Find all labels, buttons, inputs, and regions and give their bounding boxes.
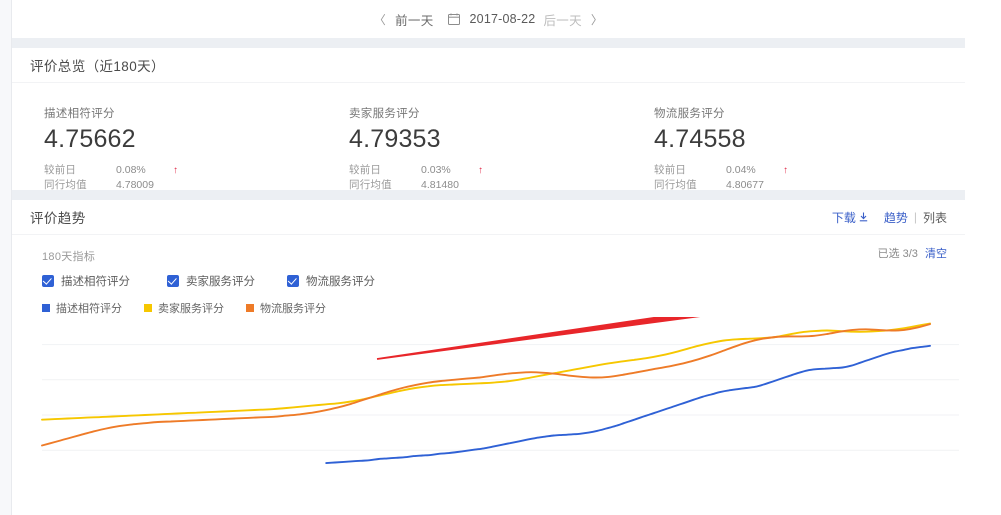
checkbox-label: 物流服务评分 [306, 276, 375, 288]
view-trend-tab[interactable]: 趋势 [883, 210, 908, 225]
indicator-checkbox-row: 描述相符评分 卖家服务评分 物流服务评分 [42, 273, 965, 289]
metric-value: 4.79353 [349, 125, 441, 153]
metric-prev-day-row: 较前日 0.04% ↑ [654, 163, 927, 178]
prev-day-arrow-icon[interactable]: 〈 [373, 12, 387, 27]
metric-label: 物流服务评分 [654, 108, 725, 120]
metric-prev-day-key: 较前日 [654, 163, 687, 176]
trend-card-header: 评价趋势 下载 趋势 | 列表 [12, 200, 965, 235]
series-line [41, 323, 931, 447]
checkbox-checked-icon[interactable] [42, 275, 54, 287]
chart-gridlines [42, 344, 959, 451]
view-list-tab[interactable]: 列表 [922, 210, 947, 225]
checkbox-label: 卖家服务评分 [186, 276, 255, 288]
legend-swatch-yellow [144, 304, 152, 312]
overview-title: 评价总览（近180天） [30, 59, 165, 74]
checkbox-seller-service[interactable]: 卖家服务评分 [167, 273, 287, 289]
view-separator: | [913, 210, 917, 224]
metric-value: 4.74558 [654, 125, 746, 153]
evaluation-trend-card: 评价趋势 下载 趋势 | 列表 [12, 200, 965, 515]
metric-peer-avg-value: 4.80677 [726, 178, 764, 191]
checkbox-checked-icon[interactable] [167, 275, 179, 287]
download-icon [859, 212, 868, 222]
evaluation-overview-card: 评价总览（近180天） 描述相符评分 4.75662 较前日 0.08% ↑ 同… [12, 48, 965, 193]
arrow-shaft [376, 317, 701, 360]
metric-peer-avg-key: 同行均值 [349, 178, 392, 191]
metric-value: 4.75662 [44, 125, 136, 153]
metric-card-description-match: 描述相符评分 4.75662 较前日 0.08% ↑ 同行均值 4.78009 [12, 105, 317, 193]
metric-card-logistics-service: 物流服务评分 4.74558 较前日 0.04% ↑ 同行均值 4.80677 [622, 105, 927, 193]
selected-count: 已选 3/3 [877, 248, 918, 260]
metric-label: 描述相符评分 [44, 108, 115, 120]
trend-up-arrow-icon: ↑ [783, 164, 788, 176]
checkbox-description-match[interactable]: 描述相符评分 [42, 273, 167, 289]
overview-card-header: 评价总览（近180天） [12, 48, 965, 83]
chart-plot-area [12, 317, 965, 509]
metric-prev-day-row: 较前日 0.03% ↑ [349, 163, 622, 178]
metric-label: 卖家服务评分 [349, 108, 420, 120]
series-line [325, 344, 931, 465]
metric-peer-avg-key: 同行均值 [654, 178, 697, 191]
clear-selection-button[interactable]: 清空 [925, 248, 947, 260]
legend-item-seller-service[interactable]: 卖家服务评分 [144, 300, 224, 316]
metric-peer-avg-value: 4.78009 [116, 178, 154, 191]
trend-title: 评价趋势 [30, 211, 86, 226]
series-line [41, 322, 931, 421]
indicator-group-title: 180天指标 [42, 251, 96, 263]
section-gap-middle [12, 190, 965, 200]
download-label: 下载 [831, 210, 856, 225]
trend-up-arrow-icon: ↑ [478, 164, 483, 176]
metric-peer-avg-row: 同行均值 4.78009 [44, 178, 317, 193]
chart-legend: 描述相符评分 卖家服务评分 物流服务评分 [12, 299, 965, 317]
metric-peer-avg-value: 4.81480 [421, 178, 459, 191]
checkbox-logistics-service[interactable]: 物流服务评分 [287, 273, 375, 289]
prev-day-button[interactable]: 前一天 [395, 13, 434, 28]
metric-peer-avg-row: 同行均值 4.80677 [654, 178, 927, 193]
chart-series-lines [41, 322, 931, 465]
calendar-icon[interactable] [447, 13, 460, 25]
indicator-selector: 180天指标 描述相符评分 卖家服务评分 物流服务评分 已选 3/3 清空 [12, 235, 965, 289]
legend-item-description-match[interactable]: 描述相符评分 [42, 300, 122, 316]
next-day-button[interactable]: 后一天 [543, 13, 582, 28]
overview-metrics-row: 描述相符评分 4.75662 较前日 0.08% ↑ 同行均值 4.78009 … [12, 83, 965, 193]
download-button[interactable]: 下载 [832, 209, 868, 226]
legend-label: 物流服务评分 [260, 303, 326, 315]
trend-up-arrow-icon: ↑ [173, 164, 178, 176]
checkbox-checked-icon[interactable] [287, 275, 299, 287]
metric-prev-day-key: 较前日 [349, 163, 382, 176]
page-left-rail [0, 0, 12, 515]
legend-swatch-orange [246, 304, 254, 312]
selected-date[interactable]: 2017-08-22 [469, 12, 536, 26]
legend-label: 描述相符评分 [56, 303, 122, 315]
section-gap-top [12, 38, 965, 48]
metric-prev-day-value: 0.03% [421, 163, 451, 176]
chart-annotation-arrow [376, 317, 701, 360]
view-switcher: 趋势 | 列表 [884, 209, 947, 226]
trend-chart: 描述相符评分 卖家服务评分 物流服务评分 [12, 299, 965, 509]
metric-prev-day-key: 较前日 [44, 163, 77, 176]
metric-peer-avg-key: 同行均值 [44, 178, 87, 191]
checkbox-label: 描述相符评分 [61, 276, 130, 288]
next-day-arrow-icon[interactable]: 〉 [590, 12, 604, 27]
metric-prev-day-row: 较前日 0.08% ↑ [44, 163, 317, 178]
date-navigation-bar: 〈 前一天 2017-08-22 后一天 〉 [12, 0, 965, 38]
rail-divider [11, 0, 12, 515]
chart-svg [41, 317, 959, 465]
metric-peer-avg-row: 同行均值 4.81480 [349, 178, 622, 193]
metric-card-seller-service: 卖家服务评分 4.79353 较前日 0.03% ↑ 同行均值 4.81480 [317, 105, 622, 193]
metric-prev-day-value: 0.08% [116, 163, 146, 176]
metric-prev-day-value: 0.04% [726, 163, 756, 176]
legend-label: 卖家服务评分 [158, 303, 224, 315]
legend-swatch-blue [42, 304, 50, 312]
selection-status: 已选 3/3 清空 [878, 245, 947, 261]
legend-item-logistics-service[interactable]: 物流服务评分 [246, 300, 326, 316]
